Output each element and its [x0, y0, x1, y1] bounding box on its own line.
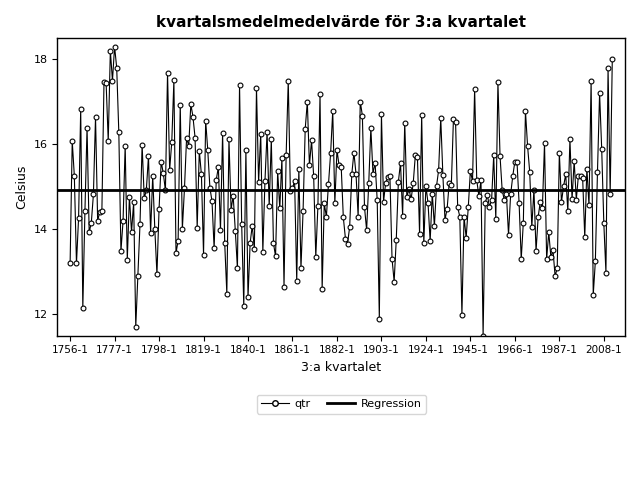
Legend: qtr, Regression: qtr, Regression: [257, 395, 426, 414]
Y-axis label: Celsius: Celsius: [15, 165, 28, 209]
X-axis label: 3:a kvartalet: 3:a kvartalet: [301, 361, 381, 374]
Title: kvartalsmedelmedelvärde för 3:a kvartalet: kvartalsmedelmedelvärde för 3:a kvartale…: [156, 15, 526, 30]
